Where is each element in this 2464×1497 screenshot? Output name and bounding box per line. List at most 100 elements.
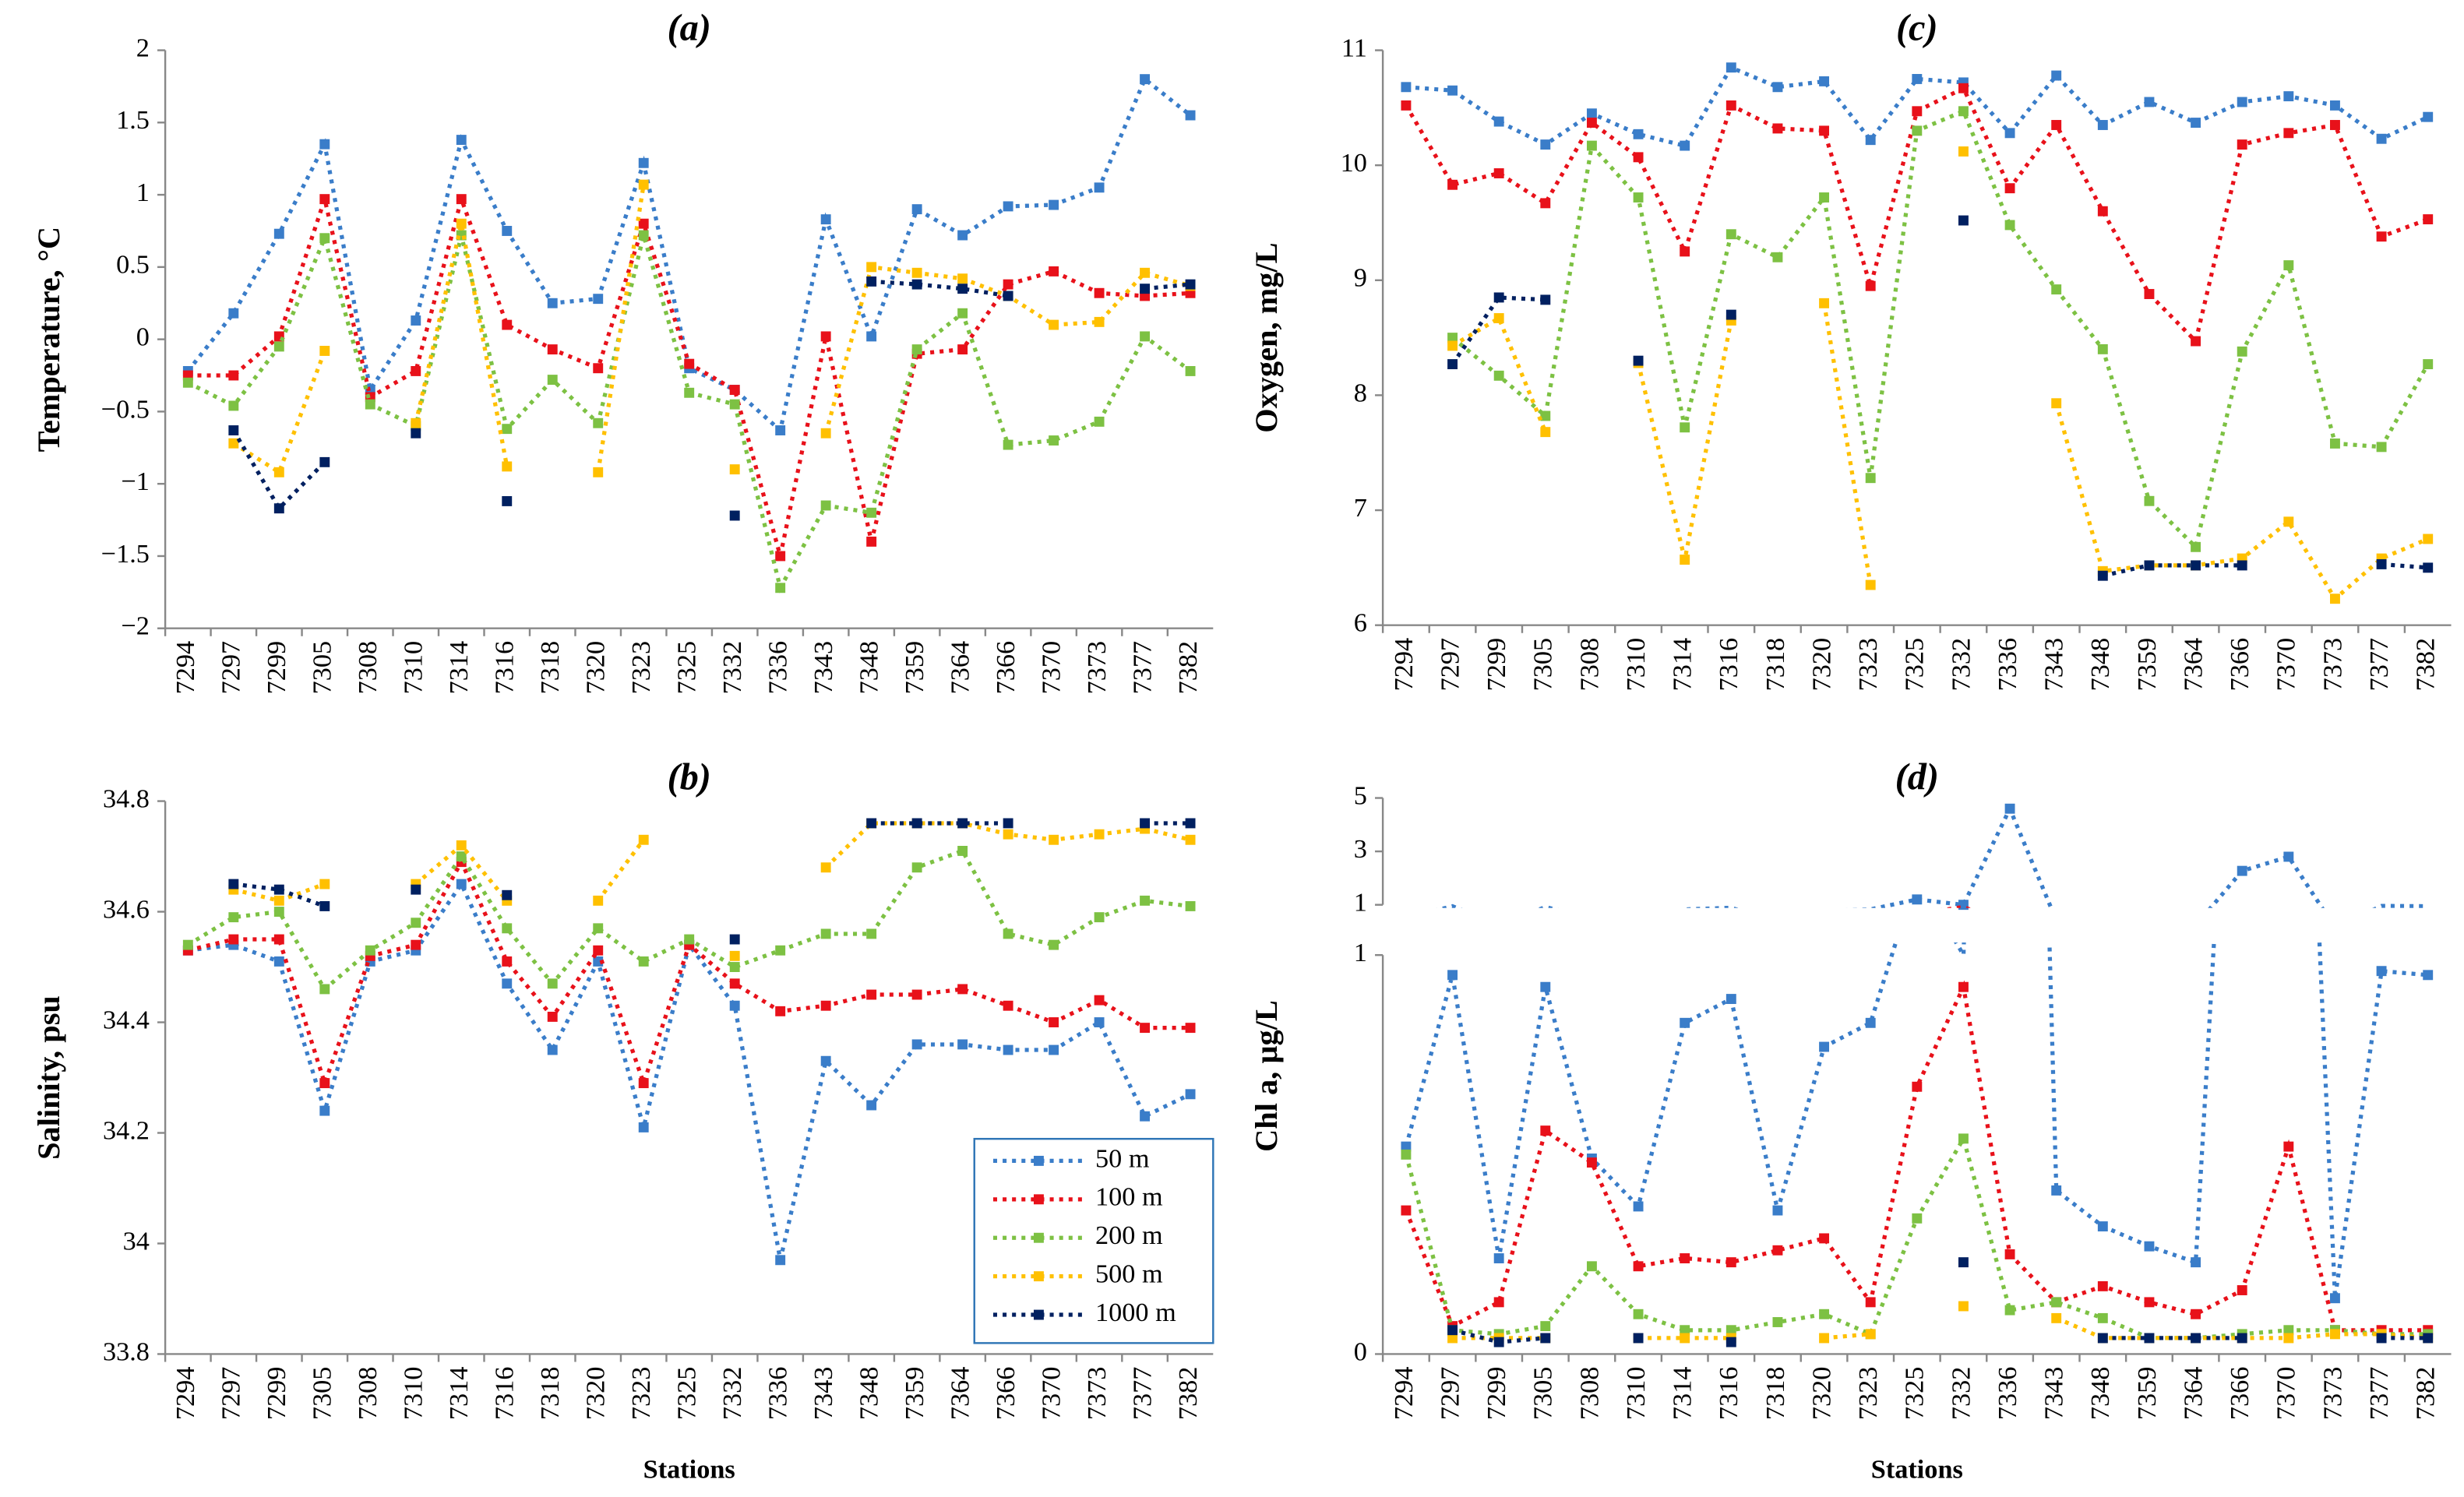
point [2237, 865, 2247, 876]
x-tick-label: 7377 [1127, 641, 1157, 695]
point [2423, 214, 2434, 225]
point [2004, 803, 2015, 814]
point [593, 363, 604, 374]
point [2051, 120, 2062, 130]
point [273, 907, 284, 917]
y-axis-title: Temperature, °C [31, 227, 66, 452]
point [2330, 438, 2340, 449]
point [456, 879, 467, 889]
point [775, 945, 786, 956]
legend-label: 1000 m [1095, 1298, 1176, 1327]
point [2191, 560, 2201, 571]
point [1912, 106, 1923, 117]
point [2423, 359, 2434, 370]
series-line [233, 882, 326, 908]
point [638, 157, 649, 168]
point [1958, 981, 1969, 992]
point [1819, 1333, 1830, 1344]
point [456, 135, 467, 146]
point [1912, 125, 1923, 136]
point [2283, 260, 2294, 271]
point [2423, 1333, 2434, 1344]
x-tick-label: 7343 [809, 1367, 838, 1421]
x-tick-label: 7343 [2039, 1367, 2069, 1421]
point [775, 1255, 786, 1266]
point [957, 344, 968, 355]
point [866, 507, 877, 518]
point [273, 895, 284, 906]
point [1094, 1017, 1105, 1027]
point [2237, 139, 2247, 150]
x-tick-label: 7359 [900, 1367, 929, 1421]
y-axis-title: Salinity, psu [31, 995, 66, 1160]
panel-title: (a) [667, 7, 710, 48]
point [228, 912, 239, 923]
point [1819, 192, 1830, 203]
x-tick-label: 7314 [444, 1367, 474, 1421]
point [729, 978, 740, 989]
point [775, 1006, 786, 1016]
point [1049, 266, 1059, 277]
point [1094, 912, 1105, 923]
x-tick-label: 7320 [581, 641, 611, 695]
point [1049, 199, 1059, 210]
point [1680, 422, 1690, 433]
point [1772, 252, 1783, 262]
point [2097, 1312, 2108, 1323]
point [2283, 851, 2294, 862]
point [2004, 1305, 2015, 1316]
y-tick-label: 34.6 [103, 894, 150, 924]
point [2191, 1333, 2201, 1344]
x-axis-title: Stations [643, 1455, 735, 1485]
point [319, 984, 330, 995]
point [1819, 1041, 1830, 1052]
point [411, 428, 421, 439]
point [1140, 284, 1151, 294]
x-tick-label: 7305 [308, 1367, 337, 1421]
x-tick-label: 7377 [1127, 1367, 1157, 1421]
series-line [1942, 904, 1972, 908]
point [1140, 267, 1151, 278]
point [2376, 966, 2387, 977]
series-line [1451, 295, 1546, 365]
x-tick-label: 7323 [626, 641, 656, 695]
point [1049, 1044, 1059, 1055]
point [502, 461, 513, 472]
point [1185, 834, 1196, 845]
point [2376, 558, 2387, 569]
series-line [186, 848, 1191, 992]
x-tick-label: 7316 [1714, 638, 1743, 692]
x-tick-label: 7382 [2411, 638, 2441, 692]
point [593, 294, 604, 305]
point [1003, 1000, 1013, 1011]
y-tick-label: 2 [136, 33, 150, 62]
point [1865, 473, 1876, 484]
point [1401, 1149, 1412, 1160]
point [1633, 355, 1644, 366]
y-tick-label: 8 [1354, 378, 1367, 407]
point [820, 1000, 831, 1011]
point [911, 862, 922, 873]
point [1493, 313, 1504, 323]
point [593, 956, 604, 967]
point [1680, 140, 1690, 151]
series-line [2057, 929, 2428, 931]
x-tick-label: 7320 [581, 1367, 611, 1421]
point [1772, 123, 1783, 134]
y-axis-title: Oxygen, mg/L [1249, 243, 1284, 433]
point [593, 895, 604, 906]
point [2097, 120, 2108, 130]
x-tick-label: 7314 [444, 641, 474, 695]
point [1003, 829, 1013, 840]
x-tick-label: 7377 [2364, 638, 2394, 692]
y-tick-label: 9 [1354, 263, 1367, 293]
point [1185, 818, 1196, 829]
point [411, 417, 421, 428]
point [2004, 128, 2015, 139]
x-tick-label: 7305 [1528, 638, 1558, 692]
point [319, 456, 330, 467]
x-tick-label: 7297 [1435, 638, 1465, 692]
point [1003, 201, 1013, 212]
series-line [1436, 803, 2428, 908]
point [411, 315, 421, 326]
